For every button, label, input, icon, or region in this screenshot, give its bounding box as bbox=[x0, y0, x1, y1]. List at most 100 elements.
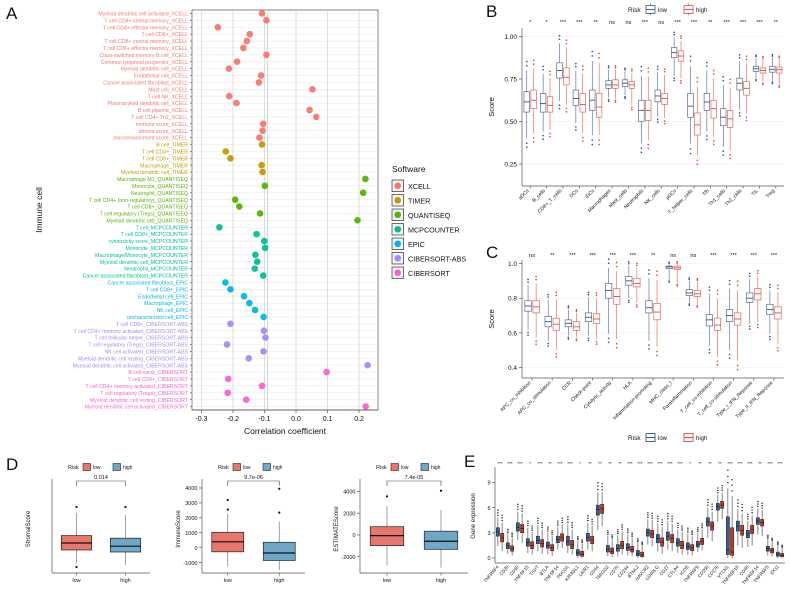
panel-b-significance: ns bbox=[626, 20, 632, 26]
panel-a-legend-item[interactable]: QUANTISEQ bbox=[408, 211, 451, 220]
panel-c-significance: ns bbox=[670, 253, 676, 259]
panel-d-yaxis-title: StromalScore bbox=[26, 510, 32, 547]
panel-a-point bbox=[364, 361, 371, 369]
panel-c-category-label: Type_I_IFN_Reponse bbox=[716, 380, 755, 419]
panel-a-row-label: Cancer associated fibroblast_XCELL bbox=[103, 81, 188, 87]
panel-c-significance: *** bbox=[609, 253, 616, 259]
panel-a-row-label: T cell CD8+_CIBERSORT-ABS bbox=[116, 322, 189, 328]
panel-a-legend-item[interactable]: CIBERSORT-ABS bbox=[408, 254, 466, 263]
panel-d-legend-item[interactable]: low bbox=[401, 465, 409, 471]
panel-a-point bbox=[263, 17, 270, 24]
panel-e-significance: *** bbox=[637, 461, 643, 466]
panel-a-point bbox=[259, 120, 267, 128]
panel-a-row-label: Cancer associated fibroblast_MCPCOUNTER bbox=[82, 274, 188, 280]
panel-c-yaxis-title: Score bbox=[487, 309, 496, 329]
panel-b-significance: ** bbox=[708, 20, 713, 26]
panel-e-significance: *** bbox=[517, 461, 523, 466]
panel-b-significance: * bbox=[545, 20, 548, 26]
panel-e-significance: *** bbox=[497, 461, 503, 466]
panel-d-legend-item[interactable]: high bbox=[273, 465, 283, 471]
panel-a-row-label: T cell CD8+_XCELL bbox=[142, 32, 189, 38]
panel-b-ytick: 1.00 bbox=[504, 34, 517, 41]
panel-a-row-label: stroma score_XCELL bbox=[139, 129, 188, 135]
panel-c-significance: ns bbox=[529, 253, 535, 259]
panel-d-ytick: 2000 bbox=[185, 516, 197, 522]
panel-e-significance: *** bbox=[647, 461, 653, 466]
panel-a-row-label: Macrophage/Monocyte_MCPCOUNTER bbox=[95, 253, 188, 259]
panel-a-point bbox=[362, 175, 369, 183]
panel-e-boxplot: 0 3 6 9 Gene expression *** TNFRSF4 *** CD28 *** C… bbox=[465, 455, 790, 616]
panel-c-significance: *** bbox=[569, 253, 576, 259]
panel-b-ytick: 0.25 bbox=[504, 161, 517, 168]
panel-a-legend-item[interactable]: EPIC bbox=[408, 240, 425, 249]
panel-e-significance: ** bbox=[698, 461, 702, 466]
panel-a-row-label: T cell regulatory (Tregs)_QUANTISEQ bbox=[100, 212, 188, 218]
panel-a-point bbox=[224, 375, 232, 383]
panel-a-legend-item[interactable]: XCELL bbox=[408, 182, 431, 191]
panel-a-point bbox=[256, 134, 263, 141]
panel-a-point bbox=[312, 113, 320, 121]
panel-e-gene-label: BTLA bbox=[539, 564, 551, 577]
panel-a-point bbox=[260, 237, 268, 245]
panel-d-xtick: high bbox=[274, 578, 284, 584]
panel-c-significance: *** bbox=[589, 253, 596, 259]
panel-a-point bbox=[309, 86, 316, 93]
panel-e-significance: ** bbox=[548, 461, 552, 466]
panel-b-legend-item[interactable]: high bbox=[696, 8, 707, 14]
panel-d-legend-item[interactable]: high bbox=[431, 465, 441, 471]
panel-e-significance: ** bbox=[708, 461, 712, 466]
panel-a-row-label: Myeloid dendritic cell activated_CIBERSO… bbox=[73, 363, 189, 369]
panel-a-point bbox=[240, 292, 248, 300]
panel-c-ytick: 0.8 bbox=[508, 296, 517, 303]
panel-d-pvalue: 7.4e-05 bbox=[405, 475, 424, 481]
panel-c-significance: *** bbox=[730, 253, 737, 259]
panel-a-point bbox=[260, 348, 267, 355]
panel-d-yaxis-title: ImmuneScore bbox=[176, 510, 182, 548]
panel-c-significance: ** bbox=[651, 253, 656, 259]
panel-d-xtick: high bbox=[436, 578, 446, 584]
panel-a-legend-item[interactable]: CIBERSORT bbox=[408, 269, 450, 278]
panel-a-row-label: B cell_TIMER bbox=[156, 143, 188, 149]
panel-a-row-label: Myeloid dendritic cell_MCPCOUNTER bbox=[100, 260, 188, 266]
panel-a-point bbox=[260, 327, 268, 334]
panel-d-legend-title: Risk bbox=[68, 465, 79, 471]
panel-a-xaxis-title: Correlation coefficient bbox=[244, 426, 327, 436]
panel-a-label: A bbox=[6, 4, 18, 23]
panel-a-point bbox=[258, 141, 266, 148]
panel-b-ytick: 0.50 bbox=[504, 119, 517, 126]
panel-a-point bbox=[323, 368, 330, 376]
panel-a-point bbox=[260, 313, 267, 321]
panel-c-legend-item[interactable]: high bbox=[696, 436, 707, 442]
panel-a-point bbox=[306, 106, 313, 114]
panel-e-significance: ** bbox=[618, 461, 622, 466]
panel-a-row-label: Myeloid dendritic cell resting_CIBERSORT… bbox=[78, 356, 189, 362]
panel-b-legend-item[interactable]: low bbox=[658, 8, 668, 14]
panel-e-gene-label: CTLA4 bbox=[667, 564, 680, 579]
panel-b-significance: *** bbox=[560, 20, 567, 26]
panel-d-legend-item[interactable]: low bbox=[93, 465, 101, 471]
panel-a-row-label: Common lymphoid progenitor_XCELL bbox=[101, 60, 188, 66]
panel-d-legend-title: Risk bbox=[376, 465, 387, 471]
panel-a-row-label: T cell CD8+_TIMER bbox=[142, 156, 188, 162]
panel-d-ytick: -1000 bbox=[183, 561, 197, 567]
panel-e-significance: ** bbox=[758, 461, 762, 466]
panel-e-significance: ** bbox=[608, 461, 612, 466]
panel-e-gene-label: LAIR1 bbox=[578, 564, 590, 577]
panel-a-xtick: 0.0 bbox=[291, 416, 301, 423]
panel-e-yaxis-title: Gene expression bbox=[471, 493, 477, 538]
panel-c-legend-item[interactable]: low bbox=[658, 436, 668, 442]
panel-a-xtick: 0.2 bbox=[354, 416, 364, 423]
panel-a-legend-item[interactable]: TIMER bbox=[408, 196, 430, 205]
panel-c-ytick: 0.4 bbox=[508, 365, 517, 372]
panel-c-significance: *** bbox=[771, 253, 778, 259]
panel-b-category-label: TIL bbox=[750, 188, 760, 198]
panel-d-legend-item[interactable]: low bbox=[243, 465, 251, 471]
panel-a-row-label: Macrophage M1_QUANTISEQ bbox=[117, 177, 188, 183]
panel-a-row-label: NK cell activated_CIBERSORT-ABS bbox=[104, 349, 188, 355]
panel-a-legend-item[interactable]: MCPCOUNTER bbox=[408, 225, 460, 234]
panel-d-xtick: low bbox=[383, 578, 391, 584]
panel-d-legend-item[interactable]: high bbox=[123, 465, 133, 471]
panel-a-row-label: T cell NK_XCELL bbox=[148, 94, 188, 100]
panel-e-ytick: 9 bbox=[487, 481, 490, 487]
panel-a-row-label: T cell CD4+ central memory_XCELL bbox=[104, 18, 188, 24]
